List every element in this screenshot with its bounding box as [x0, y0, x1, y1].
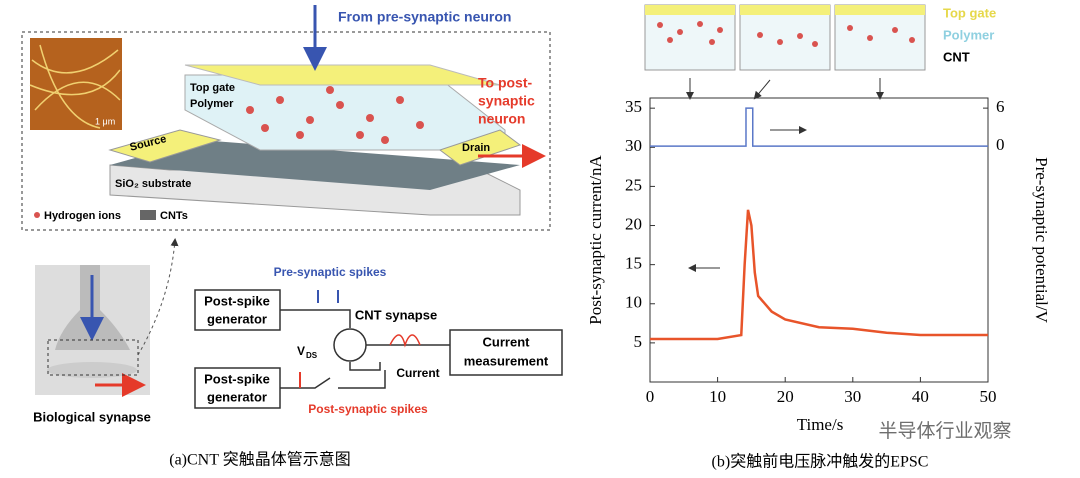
plot-frame [649, 97, 989, 383]
dashed-frame [21, 31, 551, 231]
label: CNT synapse [355, 307, 437, 322]
label: Biological synapse [33, 409, 151, 424]
x-tick-label: 30 [844, 387, 861, 406]
watermark: 半导体行业观察 [878, 420, 1011, 442]
label: Drain [462, 142, 490, 154]
label: Post-spike [204, 293, 270, 308]
x-axis-label: Time/s [797, 415, 844, 434]
x-tick-label: 50 [980, 387, 997, 406]
label: synaptic [478, 93, 535, 109]
label: Current [396, 366, 439, 380]
caption: (b)突触前电压脉冲触发的EPSC [712, 453, 929, 471]
inset-panels: Top gate Polymer CNT [644, 4, 996, 272]
label: Polymer [190, 98, 234, 110]
label: To post- [478, 75, 533, 91]
y2-tick-label: 0 [996, 135, 1005, 154]
label: Hydrogen ions [44, 210, 121, 222]
label: Post-spike [204, 371, 270, 386]
diagram-a: 1 μm From pre-synaptic neuron To post- s… [21, 5, 563, 469]
label: Pre-synaptic spikes [274, 265, 387, 279]
label: DS [306, 351, 318, 360]
label: generator [207, 389, 267, 404]
scale-label: 1 μm [95, 116, 115, 126]
top-gate [184, 64, 501, 86]
y-axis-label: Post-synaptic current/nA [586, 155, 605, 325]
y2-tick-label: 6 [996, 97, 1005, 116]
label: Top gate [190, 82, 235, 94]
x-tick-label: 0 [646, 387, 655, 406]
drain [438, 129, 522, 166]
x-tick-label: 20 [777, 387, 794, 406]
label: measurement [464, 353, 549, 368]
y-tick-label: 10 [625, 293, 642, 312]
label: V [297, 344, 305, 358]
label: SiO₂ substrate [115, 178, 191, 190]
label: CNTs [160, 210, 188, 222]
ions [246, 86, 424, 144]
source [108, 129, 222, 163]
x-tick-label: 40 [912, 387, 929, 406]
cnt-layer [110, 140, 520, 190]
series-line [650, 107, 988, 147]
label: Current [483, 334, 531, 349]
y-tick-label: 30 [625, 136, 642, 155]
label: From pre-synaptic neuron [338, 9, 511, 25]
y-tick-label: 15 [625, 254, 642, 273]
x-tick-label: 10 [709, 387, 726, 406]
inset-legend: CNT [943, 49, 970, 64]
label: Post-synaptic spikes [308, 402, 428, 416]
inset-legend: Polymer [943, 27, 994, 42]
series-line [650, 209, 988, 341]
label: generator [207, 311, 267, 326]
y-tick-label: 5 [634, 332, 643, 351]
y-tick-label: 35 [625, 97, 642, 116]
caption: (a)CNT 突触晶体管示意图 [169, 450, 350, 469]
y-tick-label: 25 [625, 175, 642, 194]
label: neuron [478, 111, 525, 127]
inset-legend: Top gate [943, 5, 996, 20]
y2-axis-label: Pre-synaptic potential/V [1032, 157, 1051, 323]
y-tick-label: 20 [625, 214, 642, 233]
